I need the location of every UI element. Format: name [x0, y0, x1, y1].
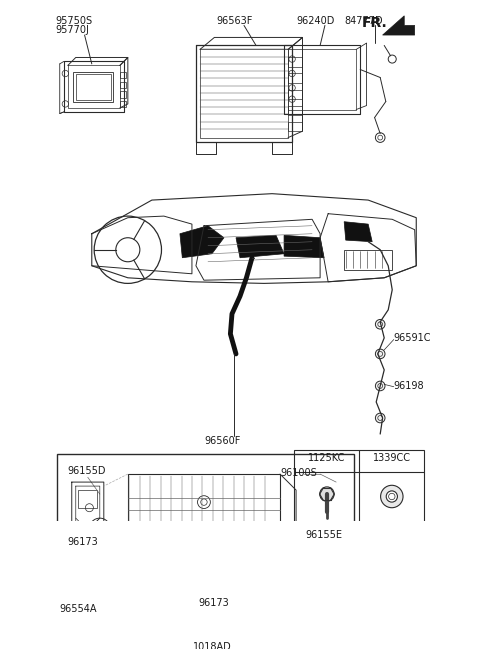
Bar	[120, 82, 126, 88]
Text: 95770J: 95770J	[56, 25, 90, 36]
Text: 96100S: 96100S	[280, 468, 317, 478]
Text: 96560F: 96560F	[204, 436, 240, 447]
Bar	[57, 454, 354, 630]
Bar	[245, 583, 261, 594]
Bar	[78, 490, 97, 508]
Bar	[120, 101, 126, 107]
Circle shape	[375, 413, 385, 422]
Bar	[188, 540, 201, 564]
Text: 96563F: 96563F	[216, 16, 252, 26]
Circle shape	[320, 487, 334, 501]
Circle shape	[375, 319, 385, 329]
Text: 96198: 96198	[394, 381, 424, 391]
Bar	[110, 583, 126, 594]
Bar	[108, 534, 180, 602]
Bar	[288, 58, 302, 67]
Bar	[222, 583, 239, 594]
Polygon shape	[383, 16, 415, 35]
Bar	[73, 72, 113, 103]
Bar	[241, 540, 253, 564]
Bar	[132, 583, 149, 594]
Text: 96173: 96173	[198, 598, 229, 608]
Bar	[302, 548, 320, 562]
Bar	[65, 580, 104, 610]
Bar	[205, 540, 218, 564]
Bar	[223, 540, 236, 564]
Bar	[288, 90, 302, 99]
Bar	[69, 583, 101, 607]
Text: 1339CC: 1339CC	[373, 453, 411, 463]
Polygon shape	[344, 222, 372, 241]
Text: 84777D: 84777D	[344, 16, 383, 26]
Text: 1018AD: 1018AD	[192, 643, 231, 649]
Polygon shape	[180, 226, 224, 258]
Bar	[120, 72, 126, 79]
Circle shape	[375, 349, 385, 359]
Text: 96173: 96173	[68, 537, 98, 546]
Bar	[288, 121, 302, 131]
Text: 1125KC: 1125KC	[308, 453, 346, 463]
Bar	[76, 74, 111, 100]
Text: 96240D: 96240D	[296, 16, 335, 26]
Bar	[258, 540, 271, 564]
Polygon shape	[284, 236, 324, 258]
Bar	[288, 73, 302, 83]
Text: 96155D: 96155D	[68, 466, 106, 476]
Circle shape	[375, 381, 385, 391]
Bar	[120, 91, 126, 97]
Circle shape	[386, 491, 397, 502]
Bar	[267, 583, 283, 594]
Bar	[288, 106, 302, 115]
Bar	[294, 450, 424, 522]
Polygon shape	[236, 236, 284, 258]
Bar	[200, 583, 216, 594]
Circle shape	[381, 485, 403, 508]
Bar	[110, 537, 178, 581]
Text: FR.: FR.	[362, 16, 387, 30]
Text: 96591C: 96591C	[394, 333, 432, 343]
Bar	[155, 583, 171, 594]
Text: 96554A: 96554A	[60, 604, 97, 614]
Text: 96155E: 96155E	[306, 530, 343, 540]
Bar	[104, 530, 300, 606]
Bar	[178, 583, 193, 594]
Bar	[128, 474, 280, 530]
Text: 95750S: 95750S	[56, 16, 93, 26]
Bar	[344, 250, 392, 270]
